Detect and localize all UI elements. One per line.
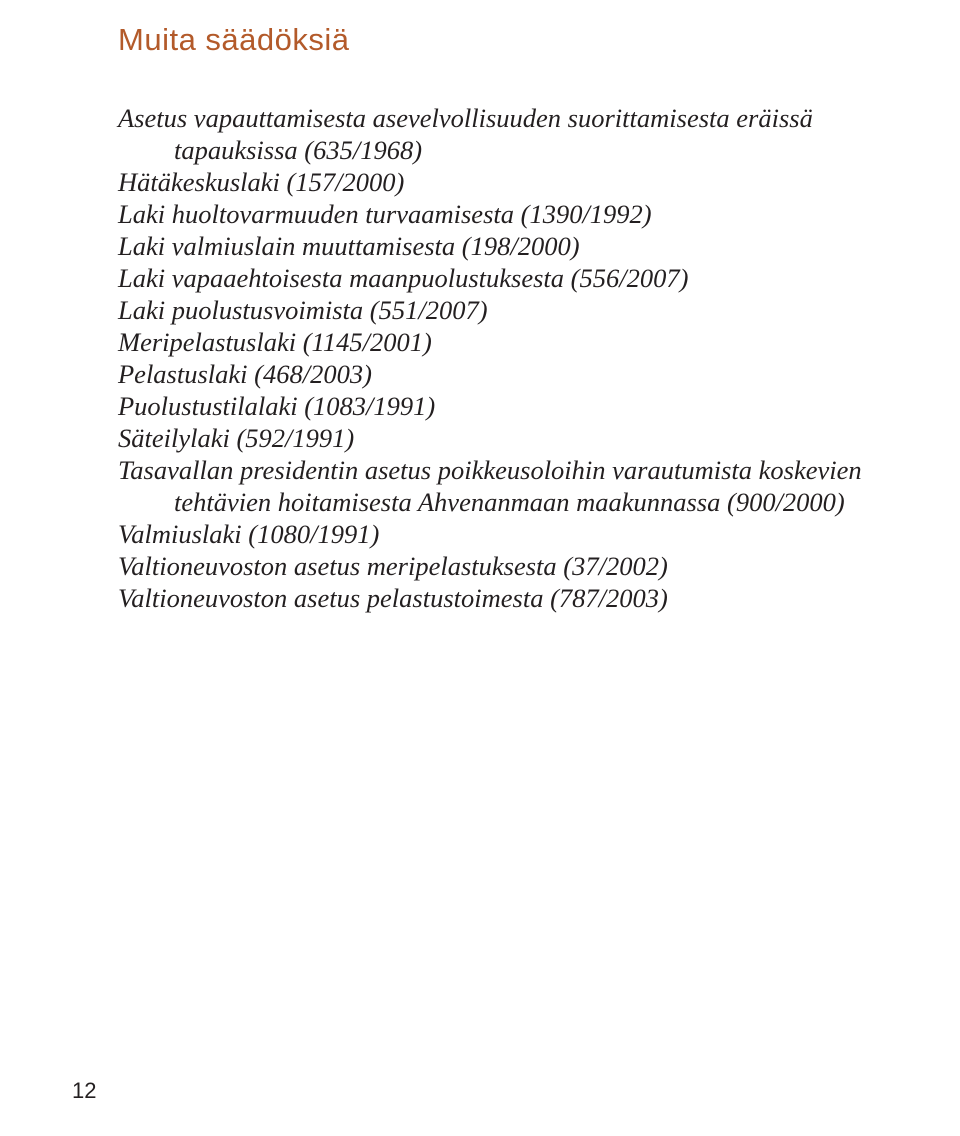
list-item: Valtioneuvoston asetus pelastustoimesta … bbox=[118, 582, 880, 614]
list-item: Meripelastuslaki (1145/2001) bbox=[118, 326, 880, 358]
list-item: Laki huoltovarmuuden turvaamisesta (1390… bbox=[118, 198, 880, 230]
page-number: 12 bbox=[72, 1078, 96, 1104]
section-heading: Muita säädöksiä bbox=[118, 22, 880, 58]
list-item: Asetus vapauttamisesta asevelvollisuuden… bbox=[118, 102, 880, 166]
list-item: Laki valmiuslain muuttamisesta (198/2000… bbox=[118, 230, 880, 262]
list-item: Hätäkeskuslaki (157/2000) bbox=[118, 166, 880, 198]
list-item: Puolustustilalaki (1083/1991) bbox=[118, 390, 880, 422]
list-item: Valmiuslaki (1080/1991) bbox=[118, 518, 880, 550]
list-item: Valtioneuvoston asetus meripelastuksesta… bbox=[118, 550, 880, 582]
page-container: Muita säädöksiä Asetus vapauttamisesta a… bbox=[0, 0, 960, 1136]
list-item: Laki puolustusvoimista (551/2007) bbox=[118, 294, 880, 326]
list-item: Tasavallan presidentin asetus poikkeusol… bbox=[118, 454, 880, 518]
list-item: Pelastuslaki (468/2003) bbox=[118, 358, 880, 390]
list-item: Säteilylaki (592/1991) bbox=[118, 422, 880, 454]
statute-list: Asetus vapauttamisesta asevelvollisuuden… bbox=[118, 102, 880, 614]
list-item: Laki vapaaehtoisesta maanpuolustuksesta … bbox=[118, 262, 880, 294]
